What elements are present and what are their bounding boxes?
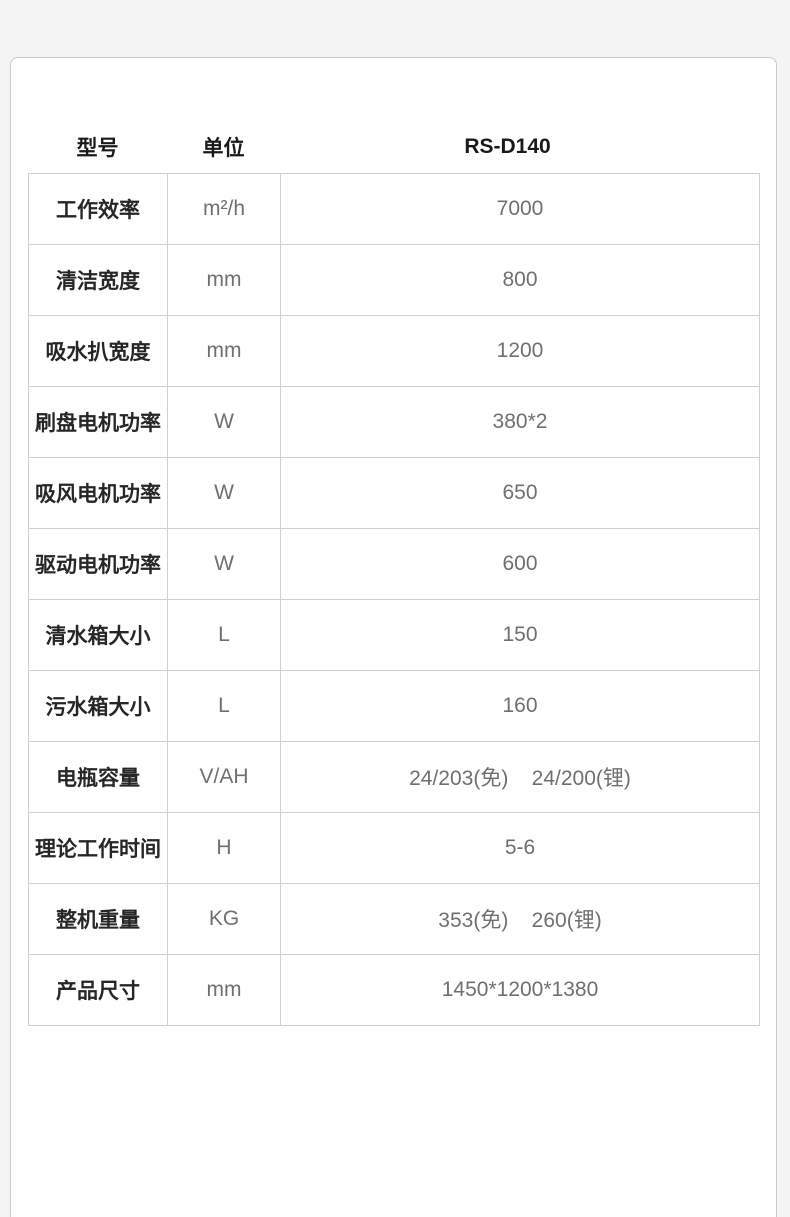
spec-unit: W [167,528,281,600]
table-row: 产品尺寸 mm 1450*1200*1380 [28,954,760,1026]
spec-label: 工作效率 [28,173,168,245]
spec-unit: L [167,670,281,742]
spec-label: 清洁宽度 [28,244,168,316]
spec-unit: mm [167,315,281,387]
spec-value: 7000 [280,173,760,245]
spec-unit: H [167,812,281,884]
spec-label: 驱动电机功率 [28,528,168,600]
spec-value: 5-6 [280,812,760,884]
spec-value: 1450*1200*1380 [280,954,760,1026]
table-row: 吸风电机功率 W 650 [28,457,760,529]
table-row: 吸水扒宽度 mm 1200 [28,315,760,387]
spec-unit: mm [167,954,281,1026]
spec-unit: m²/h [167,173,281,245]
spec-unit: V/AH [167,741,281,813]
table-row: 驱动电机功率 W 600 [28,528,760,600]
spec-label: 刷盘电机功率 [28,386,168,458]
spec-label: 产品尺寸 [28,954,168,1026]
spec-table-body: 工作效率 m²/h 7000 清洁宽度 mm 800 吸水扒宽度 mm 1200… [28,173,760,1026]
spec-label: 整机重量 [28,883,168,955]
spec-unit: W [167,457,281,529]
table-row: 工作效率 m²/h 7000 [28,173,760,245]
spec-value: 24/203(免) 24/200(锂) [280,741,760,813]
spec-unit: W [167,386,281,458]
table-row: 理论工作时间 H 5-6 [28,812,760,884]
spec-value: 150 [280,599,760,671]
spec-label: 电瓶容量 [28,741,168,813]
table-row: 电瓶容量 V/AH 24/203(免) 24/200(锂) [28,741,760,813]
header-product-model: RS-D140 [464,135,551,158]
spec-label: 吸风电机功率 [28,457,168,529]
table-row: 整机重量 KG 353(免) 260(锂) [28,883,760,955]
header-model-label: 型号 [76,137,119,160]
spec-label: 清水箱大小 [28,599,168,671]
table-row: 刷盘电机功率 W 380*2 [28,386,760,458]
spec-value: 600 [280,528,760,600]
table-row: 清洁宽度 mm 800 [28,244,760,316]
spec-label: 污水箱大小 [28,670,168,742]
spec-value: 650 [280,457,760,529]
spec-unit: L [167,599,281,671]
spec-value: 160 [280,670,760,742]
spec-table: 工作效率 m²/h 7000 清洁宽度 mm 800 吸水扒宽度 mm 1200… [28,173,760,1026]
spec-card: 型号 单位 RS-D140 工作效率 m²/h 7000 清洁宽度 mm 800… [10,57,777,1217]
table-row: 清水箱大小 L 150 [28,599,760,671]
spec-unit: KG [167,883,281,955]
spec-unit: mm [167,244,281,316]
spec-table-header: 型号 单位 RS-D140 [28,125,759,169]
spec-value: 353(免) 260(锂) [280,883,760,955]
table-row: 污水箱大小 L 160 [28,670,760,742]
spec-value: 1200 [280,315,760,387]
spec-value: 380*2 [280,386,760,458]
spec-label: 理论工作时间 [28,812,168,884]
spec-label: 吸水扒宽度 [28,315,168,387]
spec-value: 800 [280,244,760,316]
header-unit-label: 单位 [202,137,245,160]
